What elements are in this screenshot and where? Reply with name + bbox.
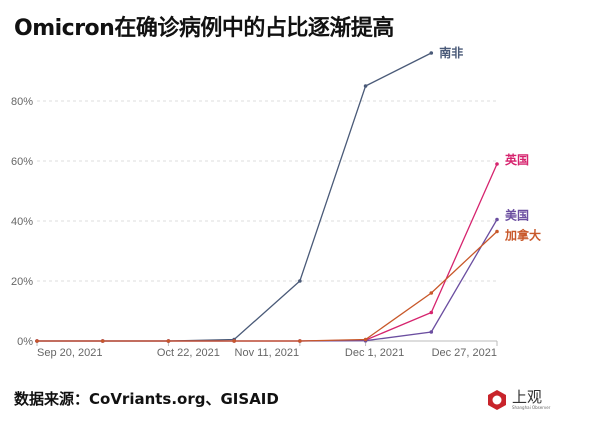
y-tick-label: 40% [11, 216, 33, 228]
data-point [495, 217, 499, 222]
data-point [495, 162, 499, 166]
data-point [166, 339, 171, 343]
x-tick-label: Sep 20, 2021 [37, 347, 102, 359]
x-tick-label: Oct 22, 2021 [157, 347, 220, 359]
data-point [298, 339, 302, 343]
data-point [232, 339, 236, 343]
shanghai-observer-logo: 上观 Shanghai Observer [486, 389, 550, 411]
logo-subtitle: Shanghai Observer [512, 405, 551, 410]
data-point [495, 229, 499, 234]
series-line-0 [37, 52, 432, 342]
data-point [363, 337, 368, 342]
series-label: 加拿大 [504, 228, 541, 243]
x-tick-label: Dec 1, 2021 [345, 347, 404, 359]
y-tick-label: 80% [11, 96, 33, 108]
data-point [429, 310, 434, 315]
logo-name: 上观 [512, 388, 543, 406]
data-source: 数据来源：CoVriants.org、GISAID [14, 390, 279, 408]
data-point [429, 51, 434, 55]
data-point [298, 279, 302, 283]
series-label: 南非 [439, 45, 463, 60]
logo-icon [488, 390, 506, 410]
chart-title: Omicron在确诊病例中的占比逐渐提高 [14, 16, 394, 41]
y-tick-label: 20% [11, 276, 33, 288]
data-point [35, 339, 39, 343]
series-line-1 [37, 163, 498, 342]
series-line-2 [37, 219, 498, 342]
data-point [100, 339, 105, 343]
series-line-3 [37, 231, 498, 342]
y-tick-label: 0% [17, 336, 33, 348]
data-point [429, 291, 434, 295]
data-point [429, 330, 434, 334]
y-tick-label: 60% [11, 156, 33, 168]
series-label: 英国 [505, 152, 529, 167]
x-tick-label: Nov 11, 2021 [235, 347, 300, 359]
x-tick-label: Dec 27, 2021 [432, 347, 497, 359]
series-label: 美国 [505, 208, 529, 223]
data-point [363, 84, 368, 88]
